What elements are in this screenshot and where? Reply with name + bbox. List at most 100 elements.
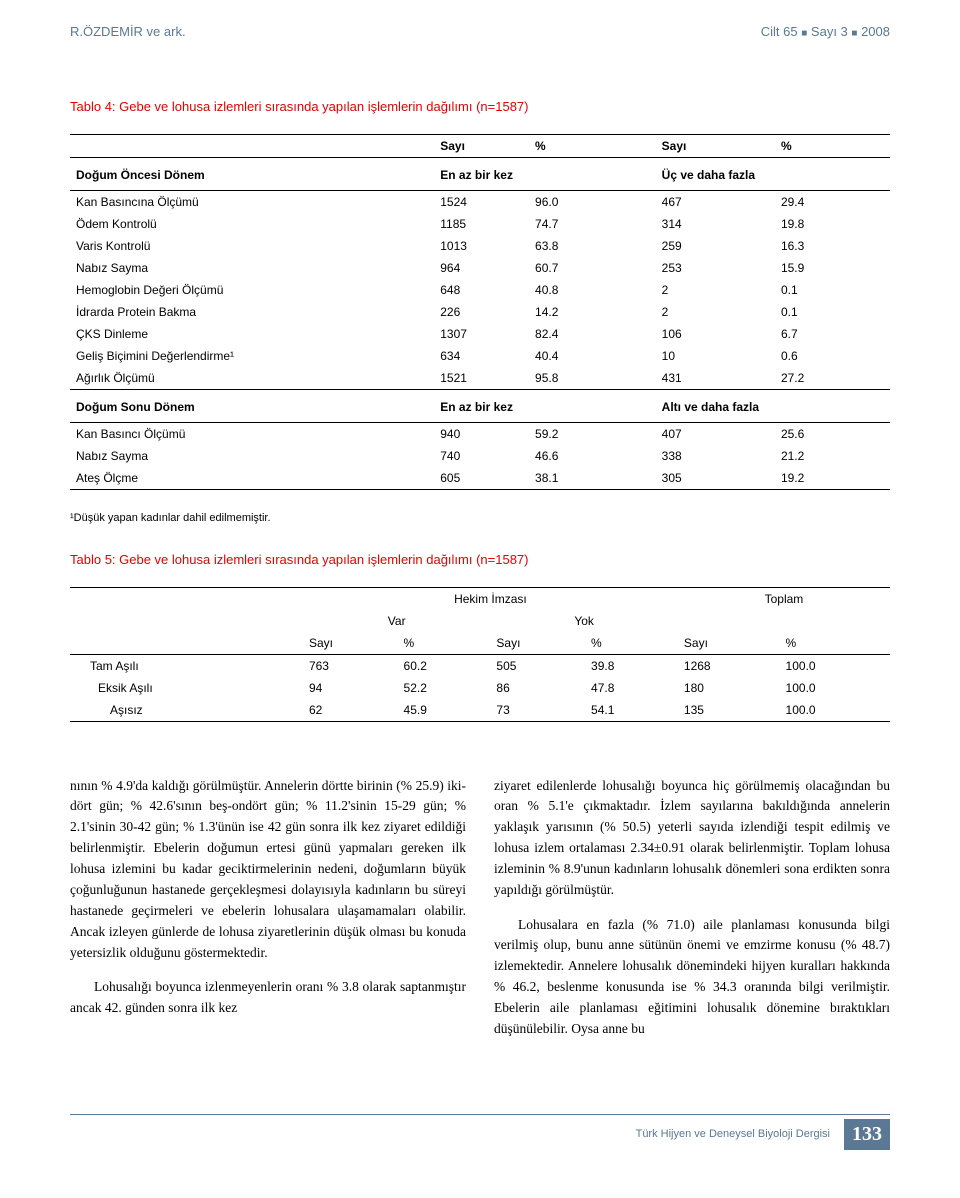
val: 62 xyxy=(303,699,398,722)
val: 86 xyxy=(490,677,585,699)
page-footer: Türk Hijyen ve Deneysel Biyoloji Dergisi… xyxy=(70,1114,890,1150)
para: Lohusalara en fazla (% 71.0) aile planla… xyxy=(494,915,890,1041)
table5-title: Tablo 5: Gebe ve lohusa izlemleri sırası… xyxy=(70,552,890,567)
table5: Hekim İmzası Toplam Var Yok Sayı % Sayı … xyxy=(70,587,890,730)
section2-label: Doğum Sonu Dönem xyxy=(70,390,434,423)
val-a: 1013 xyxy=(434,235,529,257)
val-b: 60.7 xyxy=(529,257,616,279)
val-b: 95.8 xyxy=(529,367,616,390)
val-b: 74.7 xyxy=(529,213,616,235)
row-label: Geliş Biçimini Değerlendirme¹ xyxy=(70,345,434,367)
table-row: Aşısız6245.97354.1135100.0 xyxy=(70,699,890,722)
val-c: 253 xyxy=(656,257,775,279)
val-d: 6.7 xyxy=(775,323,890,345)
val: 52.2 xyxy=(398,677,491,699)
val-a: 964 xyxy=(434,257,529,279)
val: 100.0 xyxy=(780,655,890,678)
val: 47.8 xyxy=(585,677,678,699)
val-c: 2 xyxy=(656,301,775,323)
col-pct: % xyxy=(398,632,491,655)
table-row: Hemoglobin Değeri Ölçümü64840.820.1 xyxy=(70,279,890,301)
page-number: 133 xyxy=(844,1119,890,1150)
val: 135 xyxy=(678,699,780,722)
section1-col1: En az bir kez xyxy=(434,158,615,191)
table-row: Eksik Aşılı9452.28647.8180100.0 xyxy=(70,677,890,699)
hdr-yok: Yok xyxy=(490,610,677,632)
table-row: Tam Aşılı76360.250539.81268100.0 xyxy=(70,655,890,678)
table4-footnote: ¹Düşük yapan kadınlar dahil edilmemiştir… xyxy=(70,512,890,524)
square-icon: ■ xyxy=(801,28,807,39)
val-b: 63.8 xyxy=(529,235,616,257)
row-label: Ödem Kontrolü xyxy=(70,213,434,235)
table-row: Ağırlık Ölçümü152195.843127.2 xyxy=(70,367,890,390)
val: 94 xyxy=(303,677,398,699)
page-header: R.ÖZDEMİR ve ark. Cilt 65 ■ Sayı 3 ■ 200… xyxy=(70,24,890,39)
table-row: Nabız Sayma96460.7 25315.9 xyxy=(70,257,890,279)
val-c: 10 xyxy=(656,345,775,367)
section1-col2: Üç ve daha fazla xyxy=(656,158,890,191)
val-d: 0.1 xyxy=(775,301,890,323)
val-c: 467 xyxy=(656,191,775,214)
row-label: Eksik Aşılı xyxy=(70,677,303,699)
row-label: Ateş Ölçme xyxy=(70,467,434,490)
row-label: Tam Aşılı xyxy=(70,655,303,678)
hdr-var: Var xyxy=(303,610,490,632)
val-d: 29.4 xyxy=(775,191,890,214)
val-b: 40.4 xyxy=(529,345,616,367)
val-b: 46.6 xyxy=(529,445,616,467)
val: 60.2 xyxy=(398,655,491,678)
header-year: 2008 xyxy=(861,24,890,39)
val-b: 14.2 xyxy=(529,301,616,323)
left-column: nının % 4.9'da kaldığı görülmüştür. Anne… xyxy=(70,762,466,1054)
val-d: 16.3 xyxy=(775,235,890,257)
val-d: 19.8 xyxy=(775,213,890,235)
row-label: Aşısız xyxy=(70,699,303,722)
row-label: Varis Kontrolü xyxy=(70,235,434,257)
val-b: 40.8 xyxy=(529,279,616,301)
val-d: 27.2 xyxy=(775,367,890,390)
val: 505 xyxy=(490,655,585,678)
col-sayi: Sayı xyxy=(678,632,780,655)
col-sayi: Sayı xyxy=(303,632,398,655)
table4: Sayı % Sayı % Doğum Öncesi Dönem En az b… xyxy=(70,134,890,498)
section2-col2: Altı ve daha fazla xyxy=(656,390,890,423)
section2-col1: En az bir kez xyxy=(434,390,615,423)
table-row: Kan Basıncı Ölçümü94059.240725.6 xyxy=(70,423,890,446)
val-a: 648 xyxy=(434,279,529,301)
row-label: Nabız Sayma xyxy=(70,257,434,279)
para: Lohusalığı boyunca izlenmeyenlerin oranı… xyxy=(70,977,466,1019)
header-issue: Cilt 65 ■ Sayı 3 ■ 2008 xyxy=(761,24,890,39)
val: 73 xyxy=(490,699,585,722)
val-b: 96.0 xyxy=(529,191,616,214)
table-row: İdrarda Protein Bakma22614.220.1 xyxy=(70,301,890,323)
val-c: 314 xyxy=(656,213,775,235)
val-b: 59.2 xyxy=(529,423,616,446)
val: 54.1 xyxy=(585,699,678,722)
header-cilt: Cilt 65 xyxy=(761,24,798,39)
col-sayi: Sayı xyxy=(490,632,585,655)
table-row: ÇKS Dinleme130782.41066.7 xyxy=(70,323,890,345)
table-row: Ateş Ölçme60538.130519.2 xyxy=(70,467,890,490)
val-a: 634 xyxy=(434,345,529,367)
val: 100.0 xyxy=(780,677,890,699)
row-label: Nabız Sayma xyxy=(70,445,434,467)
val-c: 338 xyxy=(656,445,775,467)
val-a: 605 xyxy=(434,467,529,490)
val-d: 15.9 xyxy=(775,257,890,279)
table-row: Kan Basıncına Ölçümü152496.046729.4 xyxy=(70,191,890,214)
val-a: 1185 xyxy=(434,213,529,235)
val: 1268 xyxy=(678,655,780,678)
val-d: 0.6 xyxy=(775,345,890,367)
page: R.ÖZDEMİR ve ark. Cilt 65 ■ Sayı 3 ■ 200… xyxy=(0,0,960,1190)
table-row: Nabız Sayma74046.633821.2 xyxy=(70,445,890,467)
val-c: 407 xyxy=(656,423,775,446)
val-c: 431 xyxy=(656,367,775,390)
val: 100.0 xyxy=(780,699,890,722)
val-a: 1307 xyxy=(434,323,529,345)
col-sayi: Sayı xyxy=(434,135,529,158)
val-d: 25.6 xyxy=(775,423,890,446)
val: 45.9 xyxy=(398,699,491,722)
col-pct: % xyxy=(775,135,890,158)
para: ziyaret edilenlerde lohusalığı boyunca h… xyxy=(494,776,890,902)
val-a: 1521 xyxy=(434,367,529,390)
